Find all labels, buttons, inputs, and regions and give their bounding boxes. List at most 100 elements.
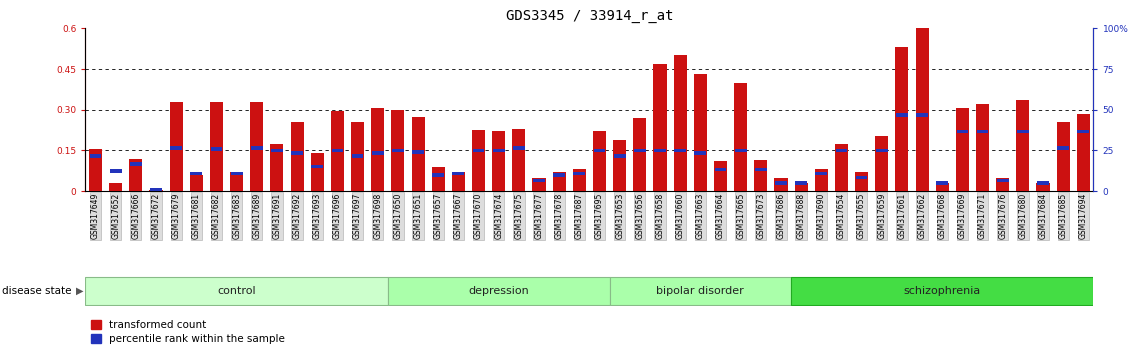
Text: GSM317665: GSM317665 — [736, 193, 745, 239]
Bar — [129, 159, 142, 191]
Text: disease state: disease state — [2, 286, 72, 296]
Text: GSM317653: GSM317653 — [615, 193, 624, 239]
Text: bipolar disorder: bipolar disorder — [656, 286, 744, 296]
Bar — [211, 147, 222, 151]
Bar — [935, 183, 949, 191]
Bar — [270, 144, 284, 191]
Bar — [492, 131, 506, 191]
Text: GSM317675: GSM317675 — [515, 193, 524, 239]
Text: depression: depression — [468, 286, 530, 296]
Bar — [835, 144, 849, 191]
Bar — [532, 178, 546, 191]
Bar — [452, 172, 465, 175]
Bar — [573, 172, 585, 175]
Text: GSM317652: GSM317652 — [112, 193, 121, 239]
Bar — [311, 165, 323, 169]
FancyBboxPatch shape — [609, 277, 792, 305]
Text: GSM317678: GSM317678 — [555, 193, 564, 239]
Text: GDS3345 / 33914_r_at: GDS3345 / 33914_r_at — [506, 9, 673, 23]
Bar — [109, 183, 122, 191]
Bar — [714, 161, 727, 191]
Text: GSM317696: GSM317696 — [333, 193, 342, 239]
Bar — [493, 149, 505, 152]
Bar — [371, 152, 384, 155]
Bar — [714, 168, 727, 171]
FancyBboxPatch shape — [792, 277, 1093, 305]
Bar — [614, 154, 625, 158]
Bar — [836, 149, 847, 152]
Bar — [392, 110, 404, 191]
Bar — [251, 102, 263, 191]
Bar — [814, 170, 828, 191]
Text: GSM317661: GSM317661 — [898, 193, 907, 239]
Bar — [795, 181, 808, 185]
Text: GSM317693: GSM317693 — [313, 193, 322, 239]
Text: GSM317681: GSM317681 — [191, 193, 200, 239]
Text: GSM317674: GSM317674 — [494, 193, 503, 239]
Bar — [371, 108, 384, 191]
Bar — [150, 188, 162, 192]
Bar — [593, 131, 606, 191]
Text: GSM317676: GSM317676 — [998, 193, 1007, 239]
Bar — [1038, 181, 1049, 185]
Text: GSM317680: GSM317680 — [1018, 193, 1027, 239]
Bar — [855, 172, 868, 191]
Bar — [552, 172, 566, 191]
Text: GSM317697: GSM317697 — [353, 193, 362, 239]
Text: GSM317691: GSM317691 — [272, 193, 281, 239]
Bar — [231, 172, 243, 175]
Bar — [674, 149, 686, 152]
Bar — [473, 149, 484, 152]
Bar — [533, 178, 544, 182]
Bar — [513, 146, 525, 149]
Bar — [895, 47, 909, 191]
Bar — [734, 82, 747, 191]
Bar — [1016, 100, 1030, 191]
Text: schizophrenia: schizophrenia — [903, 286, 981, 296]
Bar — [1057, 146, 1070, 149]
Bar — [816, 172, 827, 175]
Text: GSM317669: GSM317669 — [958, 193, 967, 239]
Text: GSM317687: GSM317687 — [575, 193, 584, 239]
Bar — [916, 27, 928, 191]
Legend: transformed count, percentile rank within the sample: transformed count, percentile rank withi… — [91, 320, 285, 344]
Bar — [251, 146, 263, 149]
Text: GSM317684: GSM317684 — [1039, 193, 1048, 239]
Bar — [412, 150, 424, 154]
Text: ▶: ▶ — [76, 286, 84, 296]
Text: GSM317659: GSM317659 — [877, 193, 886, 239]
Bar — [754, 160, 768, 191]
Text: GSM317689: GSM317689 — [252, 193, 261, 239]
Text: control: control — [218, 286, 256, 296]
Bar — [292, 152, 303, 155]
Bar — [1036, 183, 1050, 191]
Text: GSM317668: GSM317668 — [937, 193, 947, 239]
Bar — [513, 129, 525, 191]
Bar — [1057, 122, 1070, 191]
Bar — [149, 190, 163, 191]
Text: GSM317663: GSM317663 — [696, 193, 705, 239]
Bar — [755, 168, 767, 171]
Bar — [1017, 130, 1029, 133]
Bar — [392, 149, 404, 152]
Text: GSM317673: GSM317673 — [756, 193, 765, 239]
Bar — [633, 118, 647, 191]
Bar — [997, 178, 1009, 191]
Text: GSM317686: GSM317686 — [777, 193, 786, 239]
Bar — [190, 175, 203, 191]
Text: GSM317649: GSM317649 — [91, 193, 100, 239]
Bar — [331, 149, 343, 152]
Bar — [433, 173, 444, 177]
Text: GSM317685: GSM317685 — [1058, 193, 1067, 239]
Text: GSM317654: GSM317654 — [837, 193, 846, 239]
Bar — [936, 181, 948, 185]
Bar — [956, 108, 969, 191]
Text: GSM317671: GSM317671 — [978, 193, 988, 239]
Bar — [452, 172, 465, 191]
Text: GSM317666: GSM317666 — [131, 193, 140, 239]
Text: GSM317650: GSM317650 — [393, 193, 402, 239]
Bar — [694, 74, 707, 191]
Bar — [775, 181, 787, 185]
Bar — [230, 172, 244, 191]
Bar — [432, 167, 445, 191]
